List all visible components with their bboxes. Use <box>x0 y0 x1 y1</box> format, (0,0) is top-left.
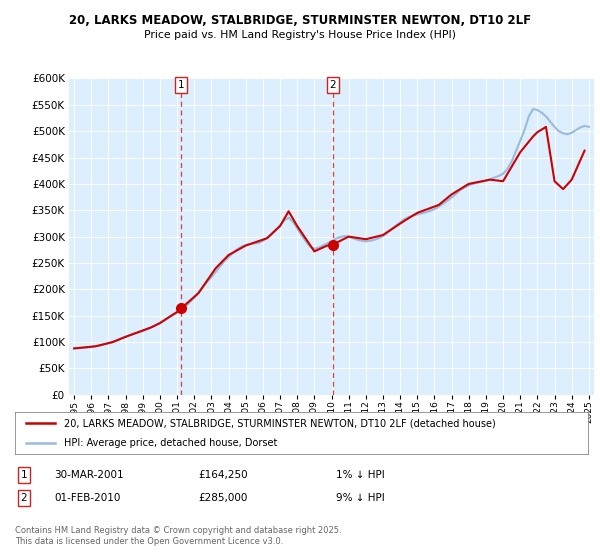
Text: 1: 1 <box>20 470 28 480</box>
Text: 1% ↓ HPI: 1% ↓ HPI <box>336 470 385 480</box>
Text: £285,000: £285,000 <box>198 493 247 503</box>
Text: HPI: Average price, detached house, Dorset: HPI: Average price, detached house, Dors… <box>64 438 277 447</box>
Text: 9% ↓ HPI: 9% ↓ HPI <box>336 493 385 503</box>
Text: 01-FEB-2010: 01-FEB-2010 <box>54 493 121 503</box>
Text: 20, LARKS MEADOW, STALBRIDGE, STURMINSTER NEWTON, DT10 2LF (detached house): 20, LARKS MEADOW, STALBRIDGE, STURMINSTE… <box>64 418 496 428</box>
Text: 2: 2 <box>329 80 336 90</box>
Text: Price paid vs. HM Land Registry's House Price Index (HPI): Price paid vs. HM Land Registry's House … <box>144 30 456 40</box>
Text: 2: 2 <box>20 493 28 503</box>
Text: Contains HM Land Registry data © Crown copyright and database right 2025.
This d: Contains HM Land Registry data © Crown c… <box>15 526 341 546</box>
Text: £164,250: £164,250 <box>198 470 248 480</box>
Text: 1: 1 <box>178 80 185 90</box>
Text: 30-MAR-2001: 30-MAR-2001 <box>54 470 124 480</box>
Text: 20, LARKS MEADOW, STALBRIDGE, STURMINSTER NEWTON, DT10 2LF: 20, LARKS MEADOW, STALBRIDGE, STURMINSTE… <box>69 14 531 27</box>
